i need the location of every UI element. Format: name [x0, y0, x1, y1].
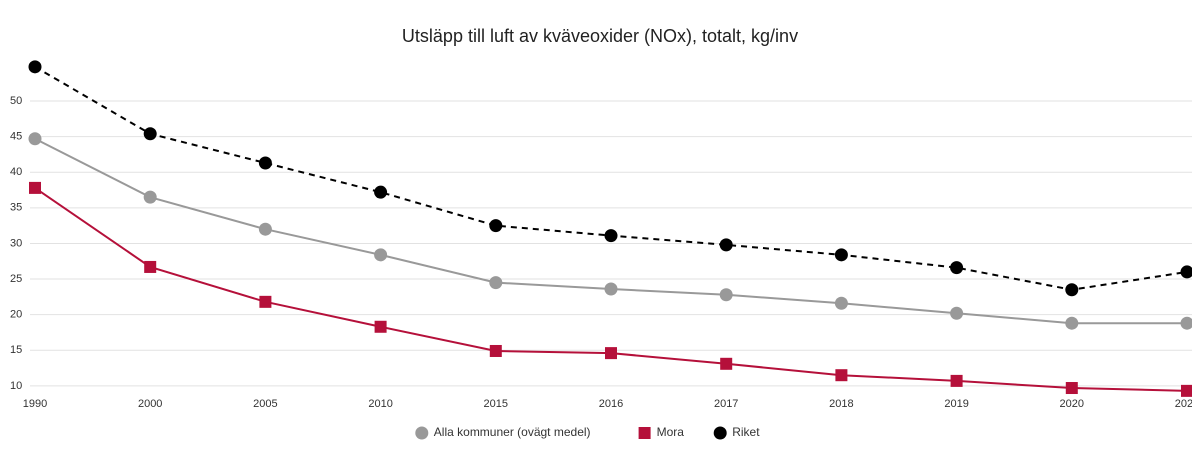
- marker: [605, 347, 617, 360]
- series-line: [34, 65, 1188, 291]
- chart-title: Utsläpp till luft av kväveoxider (NOx), …: [402, 26, 798, 46]
- marker: [720, 357, 733, 370]
- y-tick-label: 30: [10, 237, 22, 249]
- x-tick-label: 2019: [944, 398, 968, 410]
- x-tick-label: 2015: [484, 398, 508, 410]
- x-tick-label: 2017: [714, 398, 738, 410]
- y-tick-label: 25: [10, 273, 22, 285]
- marker: [143, 190, 157, 204]
- legend-marker: [415, 426, 429, 440]
- marker: [28, 132, 42, 146]
- marker: [489, 344, 502, 357]
- marker: [950, 306, 964, 320]
- marker: [950, 374, 963, 387]
- marker: [834, 296, 848, 310]
- marker: [489, 219, 503, 233]
- x-tick-label: 2016: [599, 398, 623, 410]
- legend-label: Riket: [732, 425, 760, 439]
- marker: [258, 156, 272, 170]
- marker: [1180, 265, 1192, 279]
- marker: [1065, 283, 1079, 297]
- y-tick-label: 40: [10, 166, 22, 178]
- marker: [604, 229, 618, 243]
- y-tick-label: 50: [10, 95, 22, 107]
- legend-marker: [638, 427, 651, 439]
- x-tick-label: 2010: [368, 398, 392, 410]
- marker: [1065, 316, 1079, 330]
- y-tick-label: 15: [10, 344, 22, 356]
- marker: [834, 248, 848, 262]
- marker: [374, 185, 388, 199]
- marker: [374, 320, 387, 333]
- x-tick-label: 2018: [829, 398, 853, 410]
- y-tick-label: 35: [10, 202, 22, 214]
- legend-label: Mora: [657, 425, 685, 439]
- x-tick-label: 2005: [253, 398, 277, 410]
- marker: [1180, 316, 1192, 330]
- legend-label: Alla kommuner (ovägt medel): [434, 425, 591, 439]
- x-tick-label: 2021: [1175, 398, 1192, 410]
- marker: [604, 282, 618, 296]
- legend-marker: [713, 426, 727, 440]
- marker: [28, 60, 42, 74]
- marker: [1181, 384, 1192, 397]
- y-tick-label: 45: [10, 131, 22, 143]
- marker: [144, 260, 157, 273]
- marker: [950, 261, 964, 275]
- marker: [835, 369, 848, 382]
- marker: [259, 295, 272, 308]
- marker: [29, 181, 41, 194]
- marker: [374, 248, 388, 262]
- x-tick-label: 1990: [23, 398, 47, 410]
- marker: [719, 288, 733, 302]
- y-tick-label: 20: [10, 309, 22, 321]
- marker: [143, 127, 157, 141]
- marker: [1065, 382, 1078, 395]
- y-tick-label: 10: [10, 380, 22, 392]
- marker: [258, 222, 272, 236]
- marker: [719, 238, 733, 252]
- x-tick-label: 2000: [138, 398, 162, 410]
- marker: [489, 276, 503, 290]
- x-tick-label: 2020: [1060, 398, 1084, 410]
